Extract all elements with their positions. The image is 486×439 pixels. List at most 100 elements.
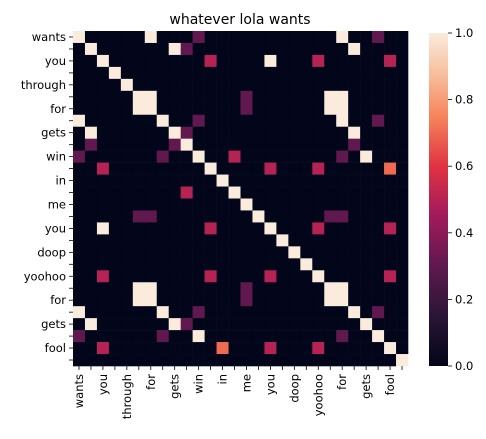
heatmap-cell <box>288 162 301 175</box>
heatmap-cell <box>132 42 146 56</box>
heatmap-cell <box>372 42 385 56</box>
heatmap-cell <box>396 102 409 116</box>
heatmap-cell <box>372 258 385 271</box>
heatmap-cell <box>348 174 361 187</box>
heatmap-cell <box>372 198 385 211</box>
heatmap-cell <box>276 198 289 211</box>
heatmap-cell <box>180 198 193 211</box>
heatmap-cell <box>264 246 277 259</box>
heatmap-cell <box>312 186 325 199</box>
heatmap-cell <box>84 294 98 307</box>
heatmap-cell <box>252 342 265 355</box>
heatmap-cell <box>396 150 409 163</box>
heatmap-cell <box>372 270 385 283</box>
heatmap-cell <box>348 102 361 116</box>
heatmap-cell <box>168 282 181 295</box>
heatmap-cell <box>276 150 289 163</box>
heatmap-cell <box>396 342 409 355</box>
heatmap-cell <box>132 318 146 331</box>
heatmap-cell <box>384 354 397 367</box>
heatmap-cell <box>276 54 289 68</box>
heatmap-cell <box>192 126 205 139</box>
heatmap-cell <box>276 210 289 223</box>
y-tick-label: doop <box>37 245 66 259</box>
heatmap-cell <box>336 270 349 283</box>
heatmap-cell <box>348 198 361 211</box>
heatmap-cell <box>144 318 158 331</box>
heatmap-cell <box>348 294 361 307</box>
heatmap-cell <box>384 31 397 44</box>
heatmap-cell <box>216 186 229 199</box>
x-tick-label: for <box>335 374 349 390</box>
heatmap-cell <box>204 258 217 271</box>
heatmap-cell <box>132 174 146 187</box>
heatmap-cell <box>84 258 98 271</box>
heatmap-cell <box>96 354 110 367</box>
heatmap-cell <box>384 42 397 56</box>
heatmap-cell <box>264 150 277 163</box>
heatmap-cell <box>108 174 122 187</box>
heatmap-cell <box>144 66 158 80</box>
heatmap-cell <box>336 258 349 271</box>
heatmap-cell <box>120 318 134 331</box>
heatmap-cell <box>216 306 229 319</box>
heatmap-cell <box>228 54 241 68</box>
heatmap-cell <box>156 234 170 247</box>
heatmap-cell <box>108 150 122 163</box>
heatmap-cell <box>240 354 253 367</box>
heatmap-cell <box>300 342 313 355</box>
heatmap-cell <box>120 114 134 128</box>
heatmap-cell <box>168 42 181 56</box>
heatmap-cell <box>192 42 205 56</box>
heatmap-cell <box>372 186 385 199</box>
heatmap-cell <box>96 150 110 163</box>
heatmap-cell <box>144 102 158 116</box>
heatmap-cell <box>84 210 98 223</box>
heatmap-cell <box>276 258 289 271</box>
heatmap-cell <box>300 31 313 44</box>
heatmap-cell <box>396 354 409 367</box>
heatmap-cell <box>324 150 337 163</box>
heatmap-cell <box>144 150 158 163</box>
heatmap-cell <box>348 318 361 331</box>
heatmap-cell <box>192 306 205 319</box>
heatmap-cell <box>180 138 193 151</box>
heatmap-cell <box>360 246 373 259</box>
heatmap-cell <box>288 354 301 367</box>
heatmap-cell <box>204 198 217 211</box>
heatmap-cell <box>84 138 98 151</box>
heatmap-cell <box>96 90 110 104</box>
x-tick-label: win <box>192 374 206 394</box>
heatmap-cell <box>240 222 253 235</box>
heatmap-cell <box>384 306 397 319</box>
heatmap-cell <box>204 282 217 295</box>
heatmap-cell <box>384 222 397 235</box>
heatmap-cell <box>348 150 361 163</box>
heatmap-cell <box>360 342 373 355</box>
heatmap-cell <box>96 42 110 56</box>
x-tick-label: doop <box>287 374 301 403</box>
heatmap-cell <box>276 66 289 80</box>
heatmap-cell <box>216 210 229 223</box>
heatmap-cell <box>360 42 373 56</box>
heatmap-cell <box>276 186 289 199</box>
heatmap-cell <box>73 330 86 343</box>
heatmap-cell <box>156 270 170 283</box>
heatmap-cell <box>84 90 98 104</box>
heatmap-cell <box>384 90 397 104</box>
heatmap-cell <box>216 354 229 367</box>
heatmap-cell <box>120 126 134 139</box>
heatmap-cell <box>96 234 110 247</box>
heatmap-cell <box>156 31 170 44</box>
heatmap-cell <box>204 78 217 92</box>
heatmap-cell <box>96 66 110 80</box>
heatmap-cell <box>84 114 98 128</box>
heatmap-cell <box>180 246 193 259</box>
heatmap-cell <box>324 42 337 56</box>
heatmap-cell <box>360 270 373 283</box>
heatmap-cell <box>73 162 86 175</box>
heatmap-cell <box>264 31 277 44</box>
heatmap-cell <box>108 78 122 92</box>
heatmap-cell <box>132 78 146 92</box>
heatmap-cell <box>204 210 217 223</box>
